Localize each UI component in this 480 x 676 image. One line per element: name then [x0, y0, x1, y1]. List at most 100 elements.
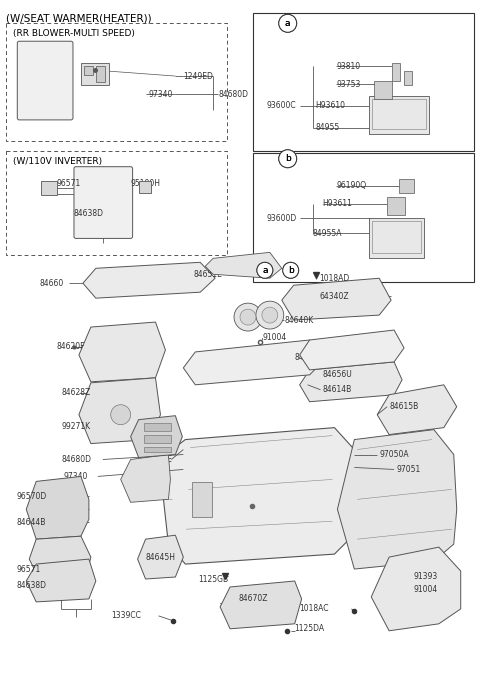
Bar — [144, 435, 171, 443]
Bar — [6, 151, 227, 256]
Polygon shape — [120, 454, 170, 502]
Text: 96190Q: 96190Q — [336, 181, 367, 190]
Polygon shape — [300, 362, 402, 402]
Polygon shape — [26, 559, 96, 602]
Circle shape — [240, 309, 256, 325]
Text: (RR BLOWER-MULTI SPEED): (RR BLOWER-MULTI SPEED) — [13, 29, 135, 39]
Text: 84638D: 84638D — [74, 209, 104, 218]
Circle shape — [257, 262, 273, 279]
Circle shape — [111, 405, 131, 425]
Text: 1125DA: 1125DA — [295, 625, 325, 633]
Text: 84620F: 84620F — [56, 343, 84, 352]
Text: 1018AD: 1018AD — [320, 274, 350, 283]
Bar — [144, 447, 171, 452]
Text: 1018AC: 1018AC — [300, 604, 329, 613]
Bar — [372, 99, 426, 129]
Text: b: b — [288, 266, 294, 274]
Polygon shape — [183, 340, 324, 385]
Text: 96571: 96571 — [16, 564, 40, 573]
Circle shape — [283, 262, 299, 279]
Text: 93753: 93753 — [336, 80, 361, 89]
Text: 84955: 84955 — [315, 123, 340, 132]
Text: 1125GB: 1125GB — [198, 575, 228, 583]
Text: 1249ED: 1249ED — [183, 72, 213, 80]
Circle shape — [257, 262, 273, 279]
Circle shape — [279, 150, 297, 168]
Text: a: a — [285, 19, 290, 28]
Text: a: a — [262, 266, 268, 274]
Text: H93611: H93611 — [323, 199, 352, 208]
Text: 97340: 97340 — [63, 472, 87, 481]
Bar — [192, 483, 212, 517]
Bar — [372, 222, 421, 254]
Text: (W/110V INVERTER): (W/110V INVERTER) — [13, 157, 102, 166]
Text: (W/SEAT WARMER(HEATER)): (W/SEAT WARMER(HEATER)) — [6, 14, 152, 24]
Text: a: a — [285, 19, 290, 28]
Text: 99271K: 99271K — [61, 422, 90, 431]
Text: 84628Z: 84628Z — [61, 388, 90, 397]
Text: 84680D: 84680D — [218, 89, 248, 99]
Polygon shape — [83, 262, 215, 298]
Text: 84615B: 84615B — [389, 402, 419, 411]
Text: 84655U: 84655U — [295, 354, 324, 362]
Polygon shape — [205, 252, 282, 279]
Text: 84660: 84660 — [39, 279, 63, 288]
FancyBboxPatch shape — [74, 167, 132, 239]
Text: 97340: 97340 — [148, 89, 173, 99]
Polygon shape — [300, 330, 404, 370]
Polygon shape — [26, 477, 89, 539]
Bar — [84, 66, 93, 75]
Text: b: b — [285, 154, 290, 163]
Text: 91393: 91393 — [414, 571, 438, 581]
Bar — [253, 153, 474, 283]
Bar — [253, 14, 474, 151]
Bar — [399, 178, 414, 193]
Text: 84640K: 84640K — [285, 316, 314, 324]
Text: 1339CC: 1339CC — [111, 611, 141, 621]
Text: 84955A: 84955A — [312, 229, 342, 238]
Text: 96571: 96571 — [56, 179, 80, 188]
Circle shape — [262, 307, 278, 323]
Text: 84656U: 84656U — [323, 370, 352, 379]
Polygon shape — [371, 547, 461, 631]
Text: 84614B: 84614B — [323, 385, 352, 394]
Circle shape — [283, 262, 299, 279]
Polygon shape — [220, 581, 301, 629]
Bar — [6, 23, 227, 141]
Text: 84638D: 84638D — [16, 581, 46, 590]
Bar — [404, 71, 412, 85]
Bar — [374, 81, 392, 99]
Text: 64340Z: 64340Z — [320, 291, 349, 301]
Circle shape — [279, 14, 297, 32]
Bar — [81, 63, 109, 85]
Text: H93610: H93610 — [315, 101, 346, 110]
Polygon shape — [282, 279, 391, 320]
Text: 84680D: 84680D — [61, 455, 91, 464]
Text: 84670Z: 84670Z — [238, 594, 267, 604]
Text: 96570D: 96570D — [16, 492, 47, 501]
Polygon shape — [29, 536, 91, 579]
Bar — [144, 422, 171, 431]
Bar — [96, 66, 105, 82]
Bar — [41, 180, 57, 195]
Bar — [369, 96, 429, 134]
Text: 93600C: 93600C — [267, 101, 297, 110]
Polygon shape — [131, 416, 182, 458]
Text: 84651E: 84651E — [193, 270, 222, 279]
Polygon shape — [164, 428, 357, 564]
Text: 93600D: 93600D — [267, 214, 297, 223]
Text: a: a — [262, 266, 268, 274]
Text: b: b — [285, 154, 290, 163]
Polygon shape — [79, 378, 160, 443]
Text: 95100H: 95100H — [131, 179, 161, 188]
Text: b: b — [288, 266, 294, 274]
Circle shape — [279, 14, 297, 32]
Polygon shape — [337, 430, 457, 569]
FancyBboxPatch shape — [17, 41, 73, 120]
Bar — [392, 63, 400, 81]
Bar — [369, 218, 424, 258]
Polygon shape — [79, 322, 166, 382]
Bar — [387, 197, 405, 214]
Text: 84645H: 84645H — [145, 552, 176, 562]
Text: 84644B: 84644B — [16, 518, 46, 527]
